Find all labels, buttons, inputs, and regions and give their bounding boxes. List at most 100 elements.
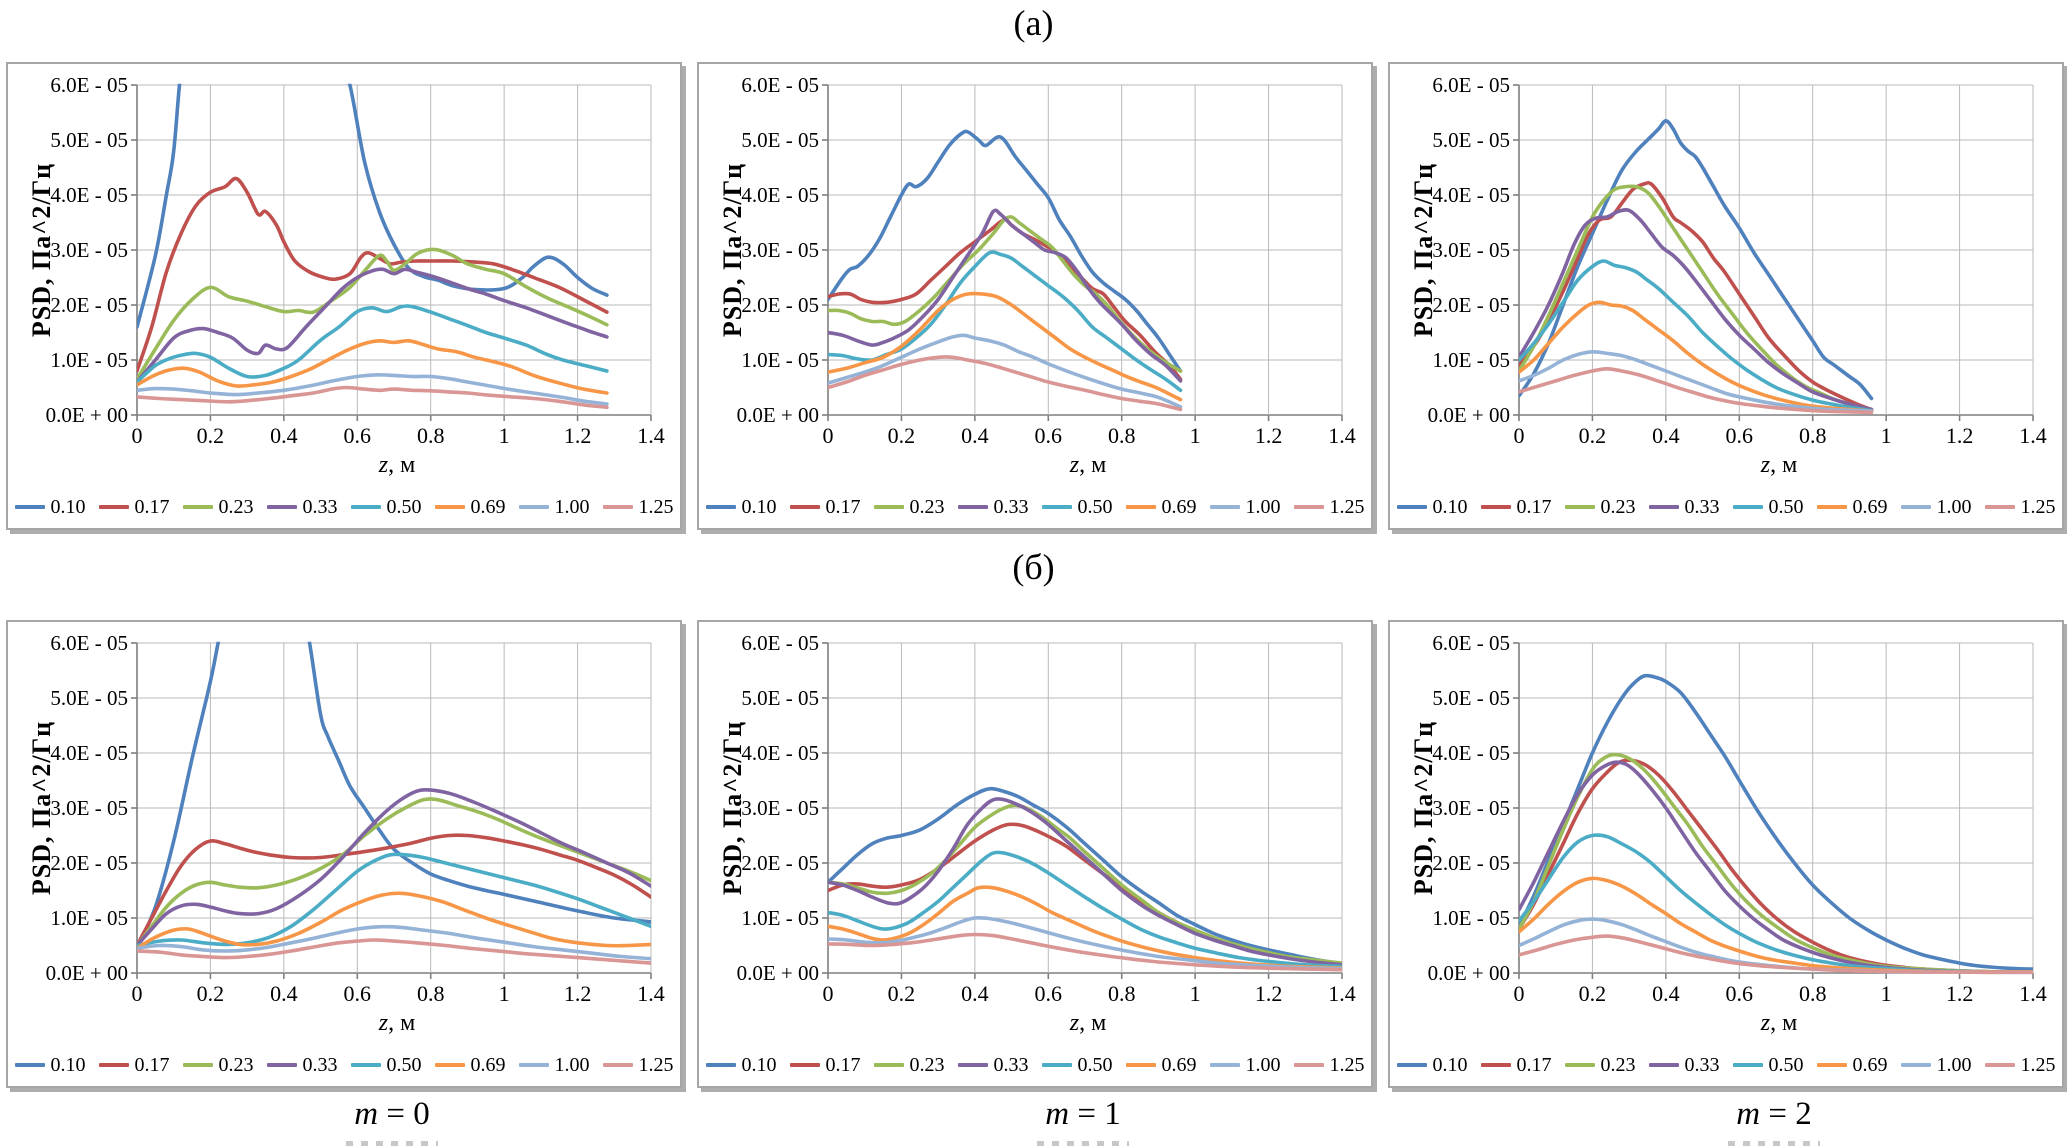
x-tick-label: 0.4 xyxy=(961,423,989,448)
legend-line-swatch xyxy=(789,505,820,509)
legend-line-swatch xyxy=(1293,1063,1324,1067)
x-axis-title: z, м xyxy=(1069,1010,1107,1036)
legend-item-0.10: 0.10 xyxy=(705,496,777,518)
y-tick-label: 4.0E - 05 xyxy=(741,741,819,765)
series-line-1.00 xyxy=(137,924,651,961)
y-tick-label: 1.0E - 05 xyxy=(741,906,819,930)
chart-panel-b-m1: 6.0E - 05 5.0E - 05 4.0E - 05 3.0E - 05 2.0E… xyxy=(697,620,1373,1088)
y-tick-label: 6.0E - 05 xyxy=(50,631,128,655)
legend-item-1.25: 1.25 xyxy=(1293,496,1365,518)
y-tick-label: 6.0E - 05 xyxy=(741,631,819,655)
x-tick-label: 1.4 xyxy=(637,981,665,1006)
plot-area-row-b-m2 xyxy=(1513,642,2034,979)
legend-label: 1.25 xyxy=(638,496,674,518)
series-line-0.50 xyxy=(137,304,609,384)
y-tick-label: 0.0E + 00 xyxy=(1427,961,1510,985)
x-tick-label: 0.4 xyxy=(961,981,989,1006)
legend-item-0.23: 0.23 xyxy=(1564,1054,1636,1076)
m-symbol: m xyxy=(1736,1096,1761,1132)
y-tick-label: 3.0E - 05 xyxy=(50,796,128,820)
x-tick-label: 1 xyxy=(1189,981,1201,1006)
series-line-1.00 xyxy=(828,916,1342,971)
y-tick-label: 2.0E - 05 xyxy=(50,293,128,317)
legend-label: 0.69 xyxy=(470,496,506,518)
legend-label: 0.23 xyxy=(1600,496,1636,518)
y-tick-label: 5.0E - 05 xyxy=(50,128,128,152)
legend-label: 0.10 xyxy=(741,1054,777,1076)
legend-line-swatch xyxy=(98,505,129,509)
column-label-m1: m = 1 xyxy=(1045,1096,1121,1132)
legend-line-swatch xyxy=(1648,505,1679,509)
series-line-0.33 xyxy=(1519,208,1874,412)
y-tick-label: 6.0E - 05 xyxy=(741,73,819,97)
legend-label: 0.23 xyxy=(218,1054,254,1076)
legend: 0.10 0.17 0.23 0.33 0.50 0.69 1.00 1.25 xyxy=(8,1054,680,1076)
legend-line-swatch xyxy=(1732,1063,1763,1067)
y-tick-label: 0.0E + 00 xyxy=(1427,403,1510,427)
x-axis-variable: z xyxy=(378,452,389,478)
legend-label: 0.33 xyxy=(302,496,338,518)
legend-item-1.00: 1.00 xyxy=(1900,496,1972,518)
series-line-0.50 xyxy=(1519,833,2033,974)
legend-line-swatch xyxy=(518,1063,549,1067)
x-tick-label: 0.4 xyxy=(270,981,298,1006)
x-tick-label: 0 xyxy=(822,981,834,1006)
legend-line-swatch xyxy=(1209,1063,1240,1067)
legend-label: 0.10 xyxy=(1432,496,1468,518)
y-tick-label: 5.0E - 05 xyxy=(1432,128,1510,152)
y-tick-label: 4.0E - 05 xyxy=(50,183,128,207)
legend-label: 1.00 xyxy=(1936,1054,1972,1076)
legend-line-swatch xyxy=(705,505,736,509)
legend-item-0.23: 0.23 xyxy=(182,1054,254,1076)
m-value: 1 xyxy=(1104,1096,1121,1132)
legend-item-0.69: 0.69 xyxy=(1125,496,1197,518)
legend-item-0.33: 0.33 xyxy=(1648,1054,1720,1076)
legend-line-swatch xyxy=(266,505,297,509)
legend: 0.10 0.17 0.23 0.33 0.50 0.69 1.00 1.25 xyxy=(1390,496,2062,518)
legend-label: 1.25 xyxy=(1329,1054,1365,1076)
series-line-0.50 xyxy=(137,852,651,948)
series-line-0.69 xyxy=(137,891,651,951)
x-tick-label: 0.2 xyxy=(196,423,225,448)
legend-line-swatch xyxy=(602,505,633,509)
x-tick-label: 1.2 xyxy=(1254,423,1283,448)
x-tick-label: 1 xyxy=(498,423,510,448)
legend-label: 1.00 xyxy=(1245,1054,1281,1076)
legend-line-swatch xyxy=(182,1063,213,1067)
legend-line-swatch xyxy=(1041,1063,1072,1067)
column-label-m2: m = 2 xyxy=(1736,1096,1812,1132)
legend-line-swatch xyxy=(1732,505,1763,509)
legend-label: 1.25 xyxy=(2020,496,2056,518)
x-axis-title: z, м xyxy=(1760,1010,1798,1036)
plot-area-row-b-m0 xyxy=(131,641,652,979)
x-tick-label: 0.4 xyxy=(270,423,298,448)
legend-item-0.50: 0.50 xyxy=(350,496,422,518)
legend-label: 0.50 xyxy=(386,1054,422,1076)
legend-item-0.33: 0.33 xyxy=(266,1054,338,1076)
legend-label: 0.69 xyxy=(1161,496,1197,518)
legend-label: 0.33 xyxy=(1684,496,1720,518)
series-line-0.23 xyxy=(828,215,1183,373)
legend-item-0.17: 0.17 xyxy=(98,1054,170,1076)
legend-line-swatch xyxy=(182,505,213,509)
legend-label: 1.25 xyxy=(2020,1054,2056,1076)
y-axis-title: PSD, Па^2/Гц xyxy=(718,720,747,896)
x-tick-label: 0.6 xyxy=(343,423,372,448)
legend-label: 0.10 xyxy=(741,496,777,518)
chart-panel-a-m1: 6.0E - 05 5.0E - 05 4.0E - 05 3.0E - 05 2.0E… xyxy=(697,62,1373,530)
legend-line-swatch xyxy=(1564,505,1595,509)
series-line-0.33 xyxy=(137,787,651,948)
x-tick-label: 1.2 xyxy=(1945,981,1974,1006)
x-tick-label: 1.2 xyxy=(563,423,592,448)
x-tick-label: 0.6 xyxy=(1034,981,1063,1006)
legend-line-swatch xyxy=(1480,505,1511,509)
legend-line-swatch xyxy=(350,1063,381,1067)
x-tick-label: 0.2 xyxy=(887,981,916,1006)
legend-item-1.00: 1.00 xyxy=(1209,496,1281,518)
y-axis-title: PSD, Па^2/Гц xyxy=(718,162,747,338)
series-line-0.10 xyxy=(137,83,609,329)
y-tick-label: 2.0E - 05 xyxy=(50,851,128,875)
row-title-b: (б) xyxy=(1012,547,1055,587)
legend-item-0.69: 0.69 xyxy=(1816,1054,1888,1076)
y-axis-title: PSD, Па^2/Гц xyxy=(1409,720,1438,896)
